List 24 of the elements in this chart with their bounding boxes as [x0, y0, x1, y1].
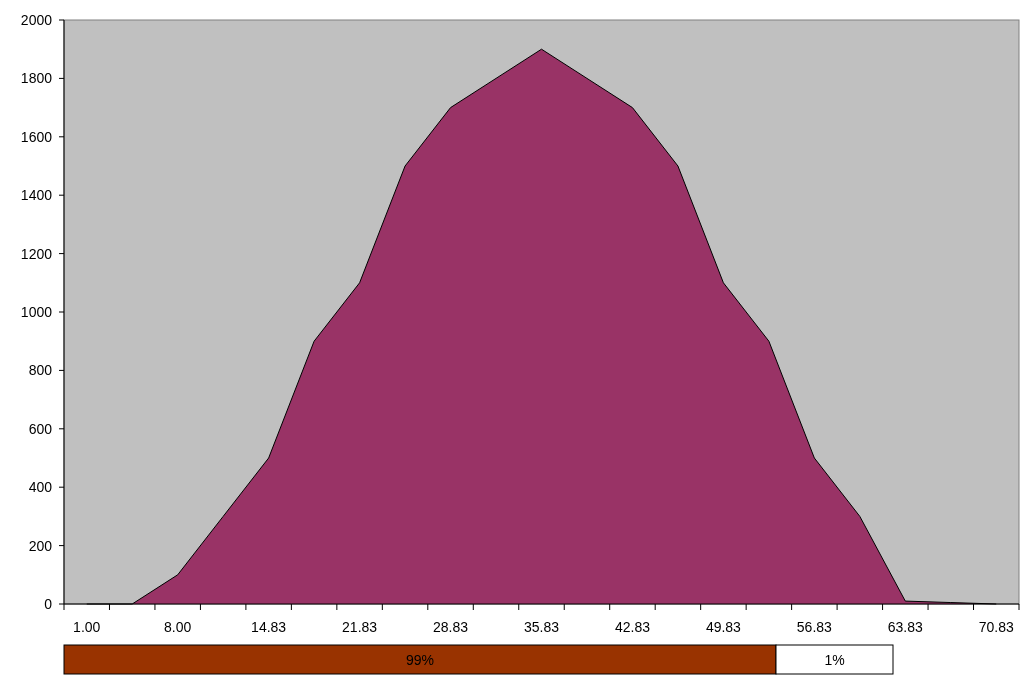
y-tick-label: 1800 [20, 70, 53, 87]
x-tick-label: 35.83 [523, 619, 560, 635]
y-tick-label: 400 [28, 479, 53, 496]
x-tick-label: 56.83 [796, 619, 833, 635]
x-tick-label: 21.83 [342, 619, 378, 635]
x-tick-label: 42.83 [614, 619, 651, 635]
y-tick-label: 600 [28, 420, 53, 437]
y-tick-label: 1200 [20, 245, 53, 262]
x-tick-label: 14.83 [251, 619, 287, 635]
y-tick-label: 1400 [20, 187, 53, 204]
y-tick-label: 2000 [20, 11, 53, 28]
text: 99% [405, 651, 435, 668]
y-tick-label: 1000 [20, 303, 53, 320]
x-tick-label: 1.00 [73, 619, 101, 635]
x-tick-label: 8.00 [164, 619, 192, 635]
x-tick-label: 63.83 [887, 619, 924, 635]
text: 1% [824, 651, 845, 668]
y-tick-label: 0 [44, 595, 53, 612]
y-tick-label: 1600 [20, 128, 53, 145]
x-tick-label: 70.83 [978, 619, 1014, 635]
x-tick-label: 28.83 [433, 619, 469, 635]
y-tick-label: 200 [28, 537, 53, 554]
x-tick-label: 49.83 [705, 619, 742, 635]
y-tick-label: 800 [28, 362, 53, 379]
